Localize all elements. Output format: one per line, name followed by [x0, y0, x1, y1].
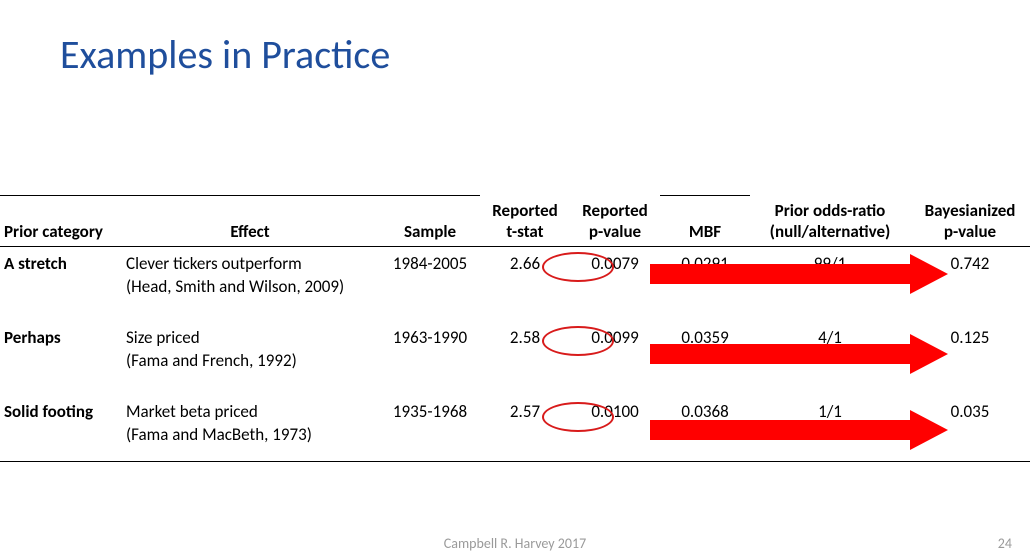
cell-effect: Size priced(Fama and French, 1992) — [120, 321, 380, 395]
cell-prior: A stretch — [0, 247, 120, 321]
cell-pvalue: 0.0079 — [570, 247, 660, 321]
header-pvalue: Reportedp-value — [570, 196, 660, 247]
cell-pvalue: 0.0100 — [570, 395, 660, 461]
arrow-head-icon — [910, 254, 948, 294]
cell-tstat: 2.66 — [480, 247, 570, 321]
header-bayes: Bayesianizedp-value — [910, 196, 1030, 247]
arrow-head-icon — [910, 334, 948, 374]
header-effect: Effect — [120, 196, 380, 247]
cell-sample: 1984-2005 — [380, 247, 480, 321]
cell-tstat: 2.57 — [480, 395, 570, 461]
cell-tstat: 2.58 — [480, 321, 570, 395]
footer-author: Campbell R. Harvey 2017 — [444, 535, 586, 552]
cell-sample: 1935-1968 — [380, 395, 480, 461]
cell-prior: Perhaps — [0, 321, 120, 395]
arrow-head-icon — [910, 410, 948, 450]
header-tstat: Reportedt-stat — [480, 196, 570, 247]
cell-effect: Clever tickers outperform(Head, Smith an… — [120, 247, 380, 321]
footer-page-number: 24 — [998, 535, 1012, 552]
header-odds: Prior odds-ratio(null/alternative) — [750, 196, 910, 247]
cell-effect: Market beta priced(Fama and MacBeth, 197… — [120, 395, 380, 461]
header-sample: Sample — [380, 196, 480, 247]
page-title: Examples in Practice — [60, 30, 390, 79]
cell-sample: 1963-1990 — [380, 321, 480, 395]
arrow-body — [650, 264, 912, 284]
arrow-body — [650, 420, 912, 440]
arrow-body — [650, 344, 912, 364]
cell-prior: Solid footing — [0, 395, 120, 461]
cell-pvalue: 0.0099 — [570, 321, 660, 395]
header-mbf: MBF — [660, 196, 750, 247]
header-prior-category: Prior category — [0, 196, 120, 247]
